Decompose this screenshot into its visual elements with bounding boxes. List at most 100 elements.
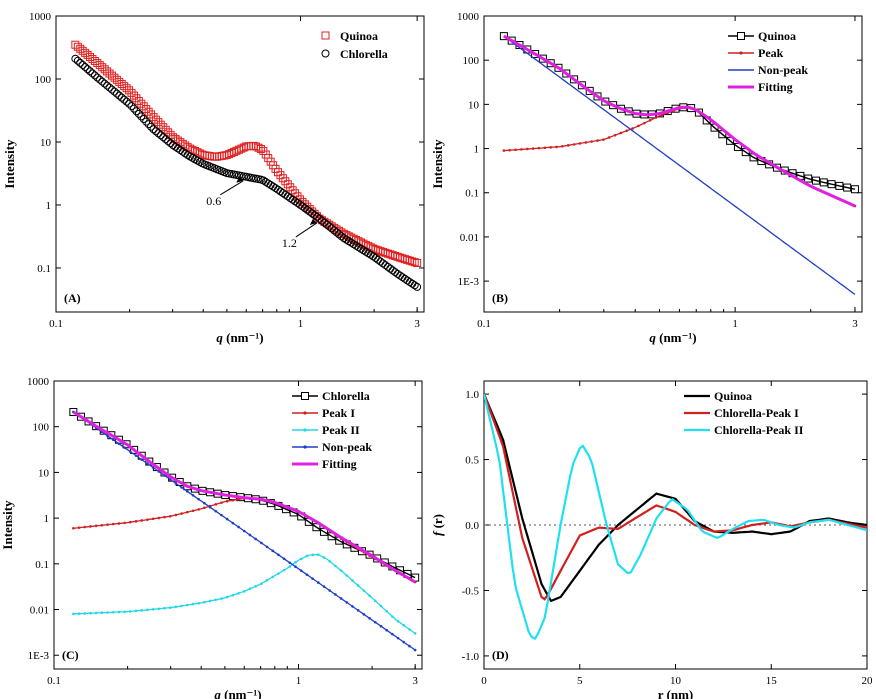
data-point bbox=[125, 86, 134, 95]
data-point bbox=[127, 88, 136, 97]
data-point bbox=[83, 50, 92, 59]
data-point bbox=[256, 144, 265, 153]
data-point bbox=[77, 612, 81, 616]
data-point bbox=[619, 131, 623, 135]
annotation-label: 0.6 bbox=[206, 194, 221, 208]
data-point bbox=[339, 597, 343, 600]
data-point bbox=[405, 278, 414, 287]
data-point bbox=[368, 594, 371, 597]
data-point bbox=[413, 282, 422, 291]
data-point bbox=[147, 122, 156, 131]
data-point bbox=[549, 146, 552, 149]
data-point bbox=[191, 509, 195, 513]
annotation-arrow bbox=[295, 222, 318, 238]
data-point bbox=[303, 202, 312, 211]
data-point bbox=[402, 640, 406, 644]
data-point bbox=[835, 181, 844, 190]
series-fitting bbox=[503, 34, 856, 208]
data-point bbox=[156, 120, 165, 129]
legend-label: Quinoa bbox=[758, 29, 796, 43]
x-tick-label: 0 bbox=[481, 675, 487, 687]
x-tick-label: 0.1 bbox=[49, 318, 63, 330]
data-point bbox=[317, 581, 320, 584]
data-point bbox=[203, 506, 206, 510]
data-point bbox=[214, 509, 218, 513]
data-point bbox=[271, 549, 275, 553]
data-point bbox=[356, 584, 360, 587]
x-tick-label: 10 bbox=[670, 675, 682, 687]
legend-label: Quinoa bbox=[714, 389, 752, 403]
data-point bbox=[596, 139, 599, 142]
data-point bbox=[103, 67, 112, 76]
data-point bbox=[242, 529, 246, 533]
data-point bbox=[134, 96, 143, 105]
data-point bbox=[277, 572, 280, 575]
y-tick-label: 100 bbox=[463, 55, 480, 67]
data-point bbox=[525, 147, 529, 151]
data-point bbox=[154, 129, 163, 138]
data-point bbox=[98, 63, 107, 72]
data-point bbox=[191, 602, 195, 606]
data-point bbox=[643, 121, 646, 125]
data-point bbox=[107, 71, 116, 80]
data-point bbox=[106, 434, 109, 438]
data-point bbox=[111, 610, 115, 614]
data-point bbox=[278, 189, 287, 198]
data-point bbox=[320, 527, 329, 536]
data-point bbox=[631, 127, 634, 130]
series-chlorella-peak-i bbox=[484, 393, 867, 601]
data-point bbox=[117, 522, 121, 525]
data-point bbox=[93, 59, 102, 68]
data-point bbox=[157, 607, 161, 611]
data-point bbox=[132, 107, 141, 116]
data-point bbox=[112, 89, 121, 98]
legend-label: Chlorella-Peak I bbox=[714, 406, 799, 420]
y-tick-label: 1 bbox=[474, 144, 480, 156]
data-point bbox=[144, 120, 153, 129]
data-point bbox=[607, 136, 611, 139]
data-point bbox=[288, 561, 292, 565]
data-point bbox=[157, 516, 161, 520]
data-point bbox=[110, 87, 119, 96]
series-chlorella-peak-ii bbox=[484, 393, 867, 641]
data-point bbox=[410, 281, 419, 290]
data-point bbox=[134, 609, 138, 613]
data-point bbox=[137, 112, 146, 121]
y-tick-label: 0.0 bbox=[465, 520, 479, 532]
data-point bbox=[174, 513, 178, 517]
data-point bbox=[180, 486, 183, 489]
panel-label: (A) bbox=[64, 291, 81, 305]
data-point bbox=[185, 490, 189, 493]
data-point bbox=[400, 274, 409, 283]
data-point bbox=[819, 178, 828, 187]
chart-panel-c: 0.1 1 3 1E-3 0.01 0.1 1 10 100 1000 q (nm⁻¹) Intens… bbox=[0, 376, 423, 699]
data-point bbox=[282, 557, 286, 561]
data-point bbox=[408, 628, 411, 631]
data-point bbox=[345, 601, 349, 604]
data-point bbox=[531, 50, 540, 59]
data-point bbox=[566, 144, 570, 147]
y-tick-label: 0.01 bbox=[30, 605, 49, 617]
data-point bbox=[265, 545, 269, 549]
data-point bbox=[613, 133, 617, 137]
data-point bbox=[78, 60, 87, 69]
annotation-arrowhead bbox=[236, 176, 244, 183]
data-point bbox=[328, 560, 332, 563]
data-point bbox=[396, 271, 405, 280]
legend-label: Chlorella bbox=[340, 47, 388, 61]
data-point bbox=[81, 63, 90, 72]
data-point bbox=[362, 589, 366, 592]
data-point bbox=[637, 124, 640, 128]
data-point bbox=[146, 462, 149, 465]
data-point bbox=[130, 445, 139, 454]
data-point bbox=[163, 474, 166, 477]
data-point bbox=[93, 73, 102, 82]
y-tick-label: 0.1 bbox=[35, 559, 49, 571]
data-point bbox=[317, 216, 326, 225]
data-point bbox=[317, 553, 320, 557]
x-tick-label: 5 bbox=[577, 675, 583, 687]
data-point bbox=[95, 75, 104, 84]
data-point bbox=[804, 174, 813, 183]
x-tick-label: 1 bbox=[296, 675, 302, 687]
